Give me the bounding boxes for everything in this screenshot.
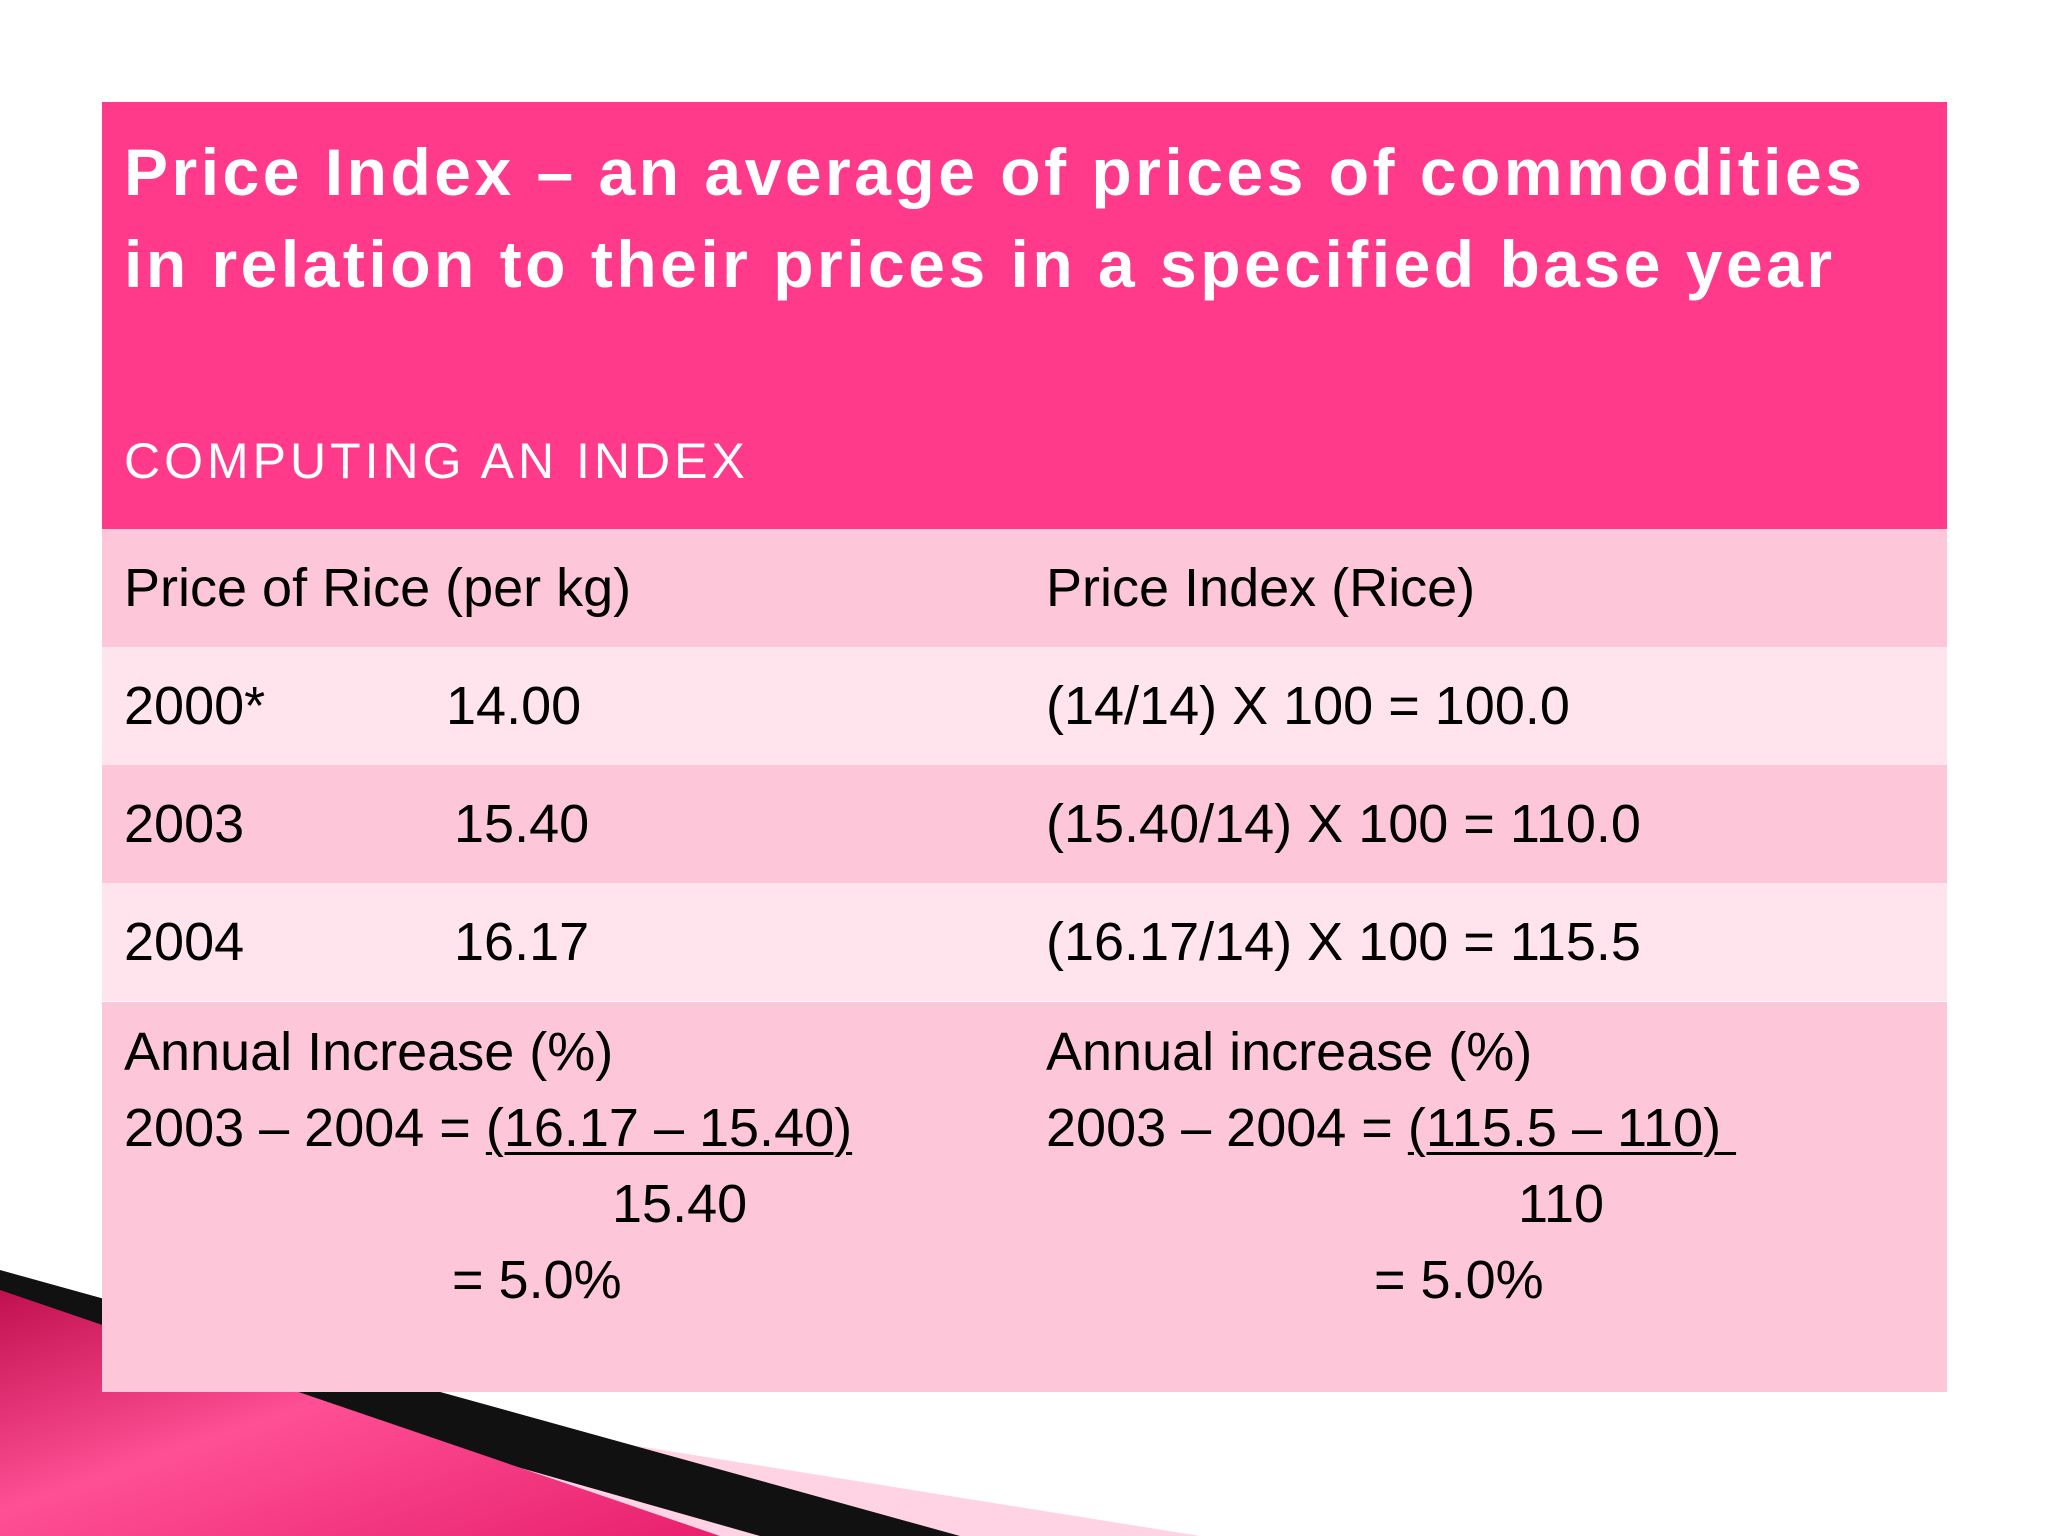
calc-right-prefix: 2003 – 2004 = bbox=[1046, 1098, 1408, 1158]
row-index-formula: (14/14) X 100 = 100.0 bbox=[1046, 676, 1570, 736]
calc-right-numerator: (115.5 – 110) bbox=[1407, 1098, 1737, 1158]
row-year: 2003 bbox=[124, 794, 245, 854]
table-row: 2000* 14.00 (14/14) X 100 = 100.0 bbox=[102, 647, 1947, 765]
row-index-formula: (15.40/14) X 100 = 110.0 bbox=[1046, 794, 1641, 854]
table-row: 2003 15.40 (15.40/14) X 100 = 110.0 bbox=[102, 765, 1947, 883]
table-header-row: Price of Rice (per kg) Price Index (Rice… bbox=[102, 529, 1947, 647]
price-index-table: Price Index – an average of prices of co… bbox=[102, 102, 1947, 1392]
calc-right-denominator: 110 bbox=[1518, 1174, 1605, 1234]
calc-right-result: = 5.0% bbox=[1374, 1250, 1544, 1310]
slide-header: Price Index – an average of prices of co… bbox=[102, 102, 1947, 529]
calc-left-result: = 5.0% bbox=[452, 1250, 622, 1310]
row-year: 2000* bbox=[124, 676, 266, 736]
calc-left-prefix: 2003 – 2004 = bbox=[124, 1098, 486, 1158]
column-header-index: Price Index (Rice) bbox=[1046, 558, 1476, 618]
calc-left-denominator: 15.40 bbox=[612, 1174, 748, 1234]
row-year: 2004 bbox=[124, 912, 245, 972]
calc-left-numerator: (16.17 – 15.40) bbox=[485, 1098, 853, 1158]
row-index-formula: (16.17/14) X 100 = 115.5 bbox=[1046, 912, 1641, 972]
annual-increase-block: Annual Increase (%) 2003 – 2004 = (16.17… bbox=[102, 1002, 1947, 1392]
calc-left-equation: 2003 – 2004 = (16.17 – 15.40) bbox=[124, 1090, 852, 1166]
calc-right-equation: 2003 – 2004 = (115.5 – 110) bbox=[1046, 1090, 1736, 1166]
slide-title: Price Index – an average of prices of co… bbox=[124, 135, 1866, 301]
slide-subtitle: COMPUTING AN INDEX bbox=[124, 433, 749, 489]
row-price: 14.00 bbox=[446, 676, 582, 736]
calc-left-heading: Annual Increase (%) bbox=[124, 1022, 614, 1082]
row-price: 16.17 bbox=[454, 912, 590, 972]
table-row: 2004 16.17 (16.17/14) X 100 = 115.5 bbox=[102, 883, 1947, 1001]
row-price: 15.40 bbox=[454, 794, 590, 854]
calc-right-heading: Annual increase (%) bbox=[1046, 1022, 1533, 1082]
column-header-price: Price of Rice (per kg) bbox=[124, 558, 632, 618]
